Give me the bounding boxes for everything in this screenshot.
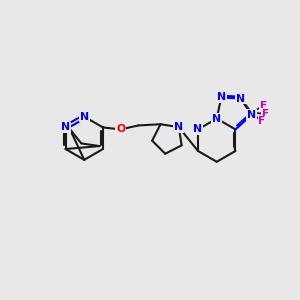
Text: F: F bbox=[262, 109, 269, 119]
Text: N: N bbox=[174, 122, 183, 132]
Text: N: N bbox=[217, 92, 226, 103]
Text: N: N bbox=[61, 122, 70, 132]
Text: N: N bbox=[80, 112, 89, 122]
Text: O: O bbox=[116, 124, 125, 134]
Text: N: N bbox=[194, 124, 202, 134]
Text: N: N bbox=[80, 112, 89, 122]
Text: N: N bbox=[217, 92, 226, 103]
Text: F: F bbox=[258, 116, 266, 127]
Text: N: N bbox=[212, 114, 221, 124]
Text: O: O bbox=[116, 124, 125, 134]
Text: N: N bbox=[174, 122, 183, 132]
Text: N: N bbox=[174, 122, 183, 132]
Text: N: N bbox=[61, 122, 70, 132]
Text: N: N bbox=[194, 124, 202, 134]
Text: N: N bbox=[236, 94, 245, 103]
Text: N: N bbox=[212, 114, 221, 124]
Text: F: F bbox=[260, 101, 267, 111]
Text: N: N bbox=[247, 110, 256, 120]
Text: N: N bbox=[247, 110, 256, 120]
